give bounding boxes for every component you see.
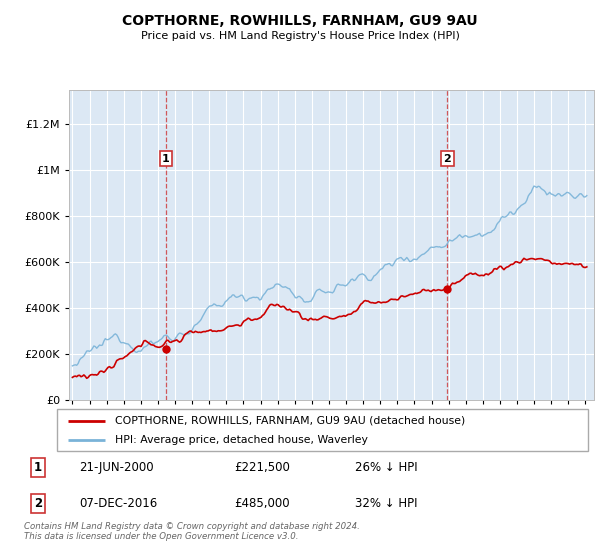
Text: 26% ↓ HPI: 26% ↓ HPI [355, 461, 418, 474]
Text: 2: 2 [443, 153, 451, 164]
Text: £221,500: £221,500 [234, 461, 290, 474]
Text: 07-DEC-2016: 07-DEC-2016 [79, 497, 157, 510]
FancyBboxPatch shape [57, 409, 588, 451]
Text: 2: 2 [34, 497, 42, 510]
Text: £485,000: £485,000 [234, 497, 289, 510]
Text: 1: 1 [162, 153, 170, 164]
Text: Price paid vs. HM Land Registry's House Price Index (HPI): Price paid vs. HM Land Registry's House … [140, 31, 460, 41]
Text: 32% ↓ HPI: 32% ↓ HPI [355, 497, 418, 510]
Text: COPTHORNE, ROWHILLS, FARNHAM, GU9 9AU (detached house): COPTHORNE, ROWHILLS, FARNHAM, GU9 9AU (d… [115, 416, 466, 426]
Text: HPI: Average price, detached house, Waverley: HPI: Average price, detached house, Wave… [115, 435, 368, 445]
Text: COPTHORNE, ROWHILLS, FARNHAM, GU9 9AU: COPTHORNE, ROWHILLS, FARNHAM, GU9 9AU [122, 14, 478, 28]
Text: Contains HM Land Registry data © Crown copyright and database right 2024.
This d: Contains HM Land Registry data © Crown c… [24, 522, 360, 542]
Text: 21-JUN-2000: 21-JUN-2000 [79, 461, 154, 474]
Text: 1: 1 [34, 461, 42, 474]
